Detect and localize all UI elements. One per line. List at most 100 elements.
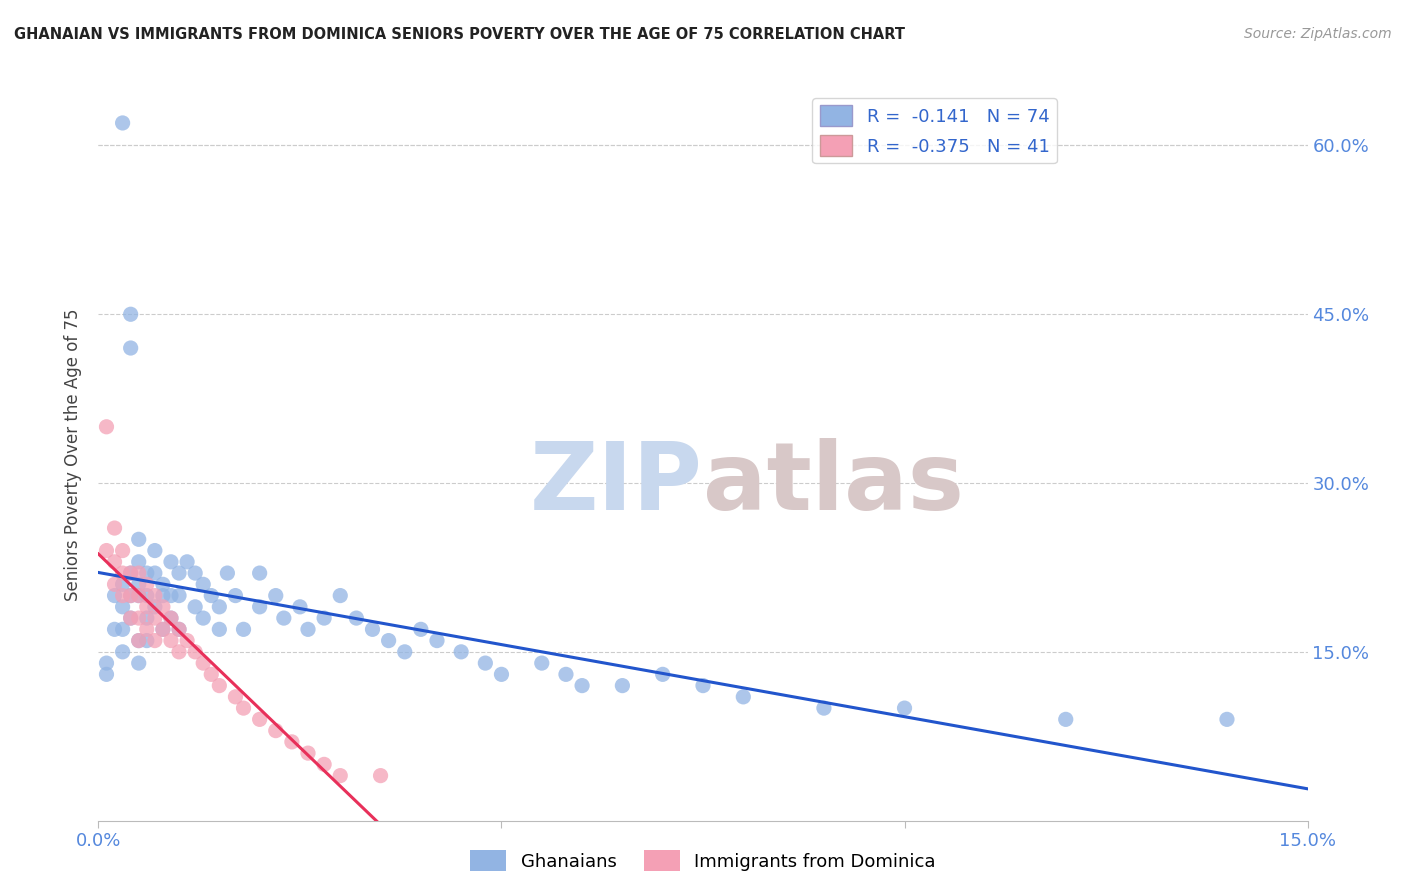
Point (208, 679, 231, 693)
Point (128, 656, 150, 670)
Point (135, 611, 157, 625)
Point (120, 611, 142, 625)
Point (103, 589, 125, 603)
Point (128, 611, 150, 625)
Point (143, 589, 166, 603)
Point (135, 577, 157, 591)
Point (128, 589, 150, 603)
Point (103, 577, 125, 591)
Point (530, 656, 553, 670)
Point (143, 611, 166, 625)
Point (152, 577, 174, 591)
Point (314, 757, 336, 772)
Point (96, 543, 118, 558)
Point (813, 701, 835, 715)
Point (167, 645, 190, 659)
Point (571, 679, 593, 693)
Point (160, 611, 183, 625)
Point (103, 623, 125, 637)
Text: Source: ZipAtlas.com: Source: ZipAtlas.com (1244, 27, 1392, 41)
Point (193, 577, 215, 591)
Point (128, 577, 150, 591)
Text: atlas: atlas (703, 438, 965, 530)
Point (651, 667, 673, 681)
Point (733, 690, 755, 704)
Point (143, 543, 166, 558)
Point (208, 623, 231, 637)
Point (370, 769, 392, 783)
Point (176, 633, 198, 648)
Point (692, 679, 714, 693)
Point (111, 566, 134, 580)
Text: GHANAIAN VS IMMIGRANTS FROM DOMINICA SENIORS POVERTY OVER THE AGE OF 75 CORRELAT: GHANAIAN VS IMMIGRANTS FROM DOMINICA SEN… (14, 27, 905, 42)
Point (143, 599, 166, 614)
Legend: R =  -0.141   N = 74, R =  -0.375   N = 41: R = -0.141 N = 74, R = -0.375 N = 41 (813, 98, 1057, 163)
Point (217, 566, 239, 580)
Point (329, 769, 352, 783)
Point (135, 633, 157, 648)
Point (491, 667, 513, 681)
Point (135, 589, 157, 603)
Point (208, 599, 231, 614)
Point (329, 589, 352, 603)
Point (200, 589, 222, 603)
Point (96, 419, 118, 434)
Point (555, 667, 578, 681)
Point (893, 701, 915, 715)
Point (120, 589, 142, 603)
Point (111, 599, 134, 614)
Point (160, 633, 183, 648)
Point (128, 633, 150, 648)
Point (103, 555, 125, 569)
Point (314, 611, 336, 625)
Point (167, 623, 190, 637)
Point (160, 589, 183, 603)
Point (135, 566, 157, 580)
Point (128, 589, 150, 603)
Point (128, 533, 150, 547)
Point (167, 623, 190, 637)
Point (426, 633, 449, 648)
Point (167, 589, 190, 603)
Point (152, 589, 174, 603)
Point (450, 645, 472, 659)
Point (297, 746, 319, 760)
Point (120, 341, 142, 355)
Point (288, 599, 311, 614)
Point (152, 599, 174, 614)
Point (281, 735, 304, 749)
Point (103, 521, 125, 535)
Point (128, 566, 150, 580)
Point (111, 645, 134, 659)
Point (120, 589, 142, 603)
Point (1054, 712, 1077, 726)
Point (394, 645, 416, 659)
Point (249, 599, 271, 614)
Point (111, 116, 134, 130)
Point (193, 611, 215, 625)
Point (135, 599, 157, 614)
Point (264, 589, 287, 603)
Point (344, 611, 367, 625)
Point (160, 555, 183, 569)
Legend: Ghanaians, Immigrants from Dominica: Ghanaians, Immigrants from Dominica (463, 843, 943, 879)
Point (193, 656, 215, 670)
Point (224, 589, 246, 603)
Point (232, 623, 254, 637)
Y-axis label: Seniors Poverty Over the Age of 75: Seniors Poverty Over the Age of 75 (65, 309, 83, 601)
Point (135, 623, 157, 637)
Point (96, 667, 118, 681)
Point (232, 701, 254, 715)
Point (377, 633, 399, 648)
Point (128, 633, 150, 648)
Point (200, 667, 222, 681)
Point (152, 623, 174, 637)
Point (249, 712, 271, 726)
Point (128, 555, 150, 569)
Point (264, 723, 287, 738)
Point (474, 656, 496, 670)
Point (249, 566, 271, 580)
Point (120, 307, 142, 321)
Point (120, 566, 142, 580)
Point (143, 633, 166, 648)
